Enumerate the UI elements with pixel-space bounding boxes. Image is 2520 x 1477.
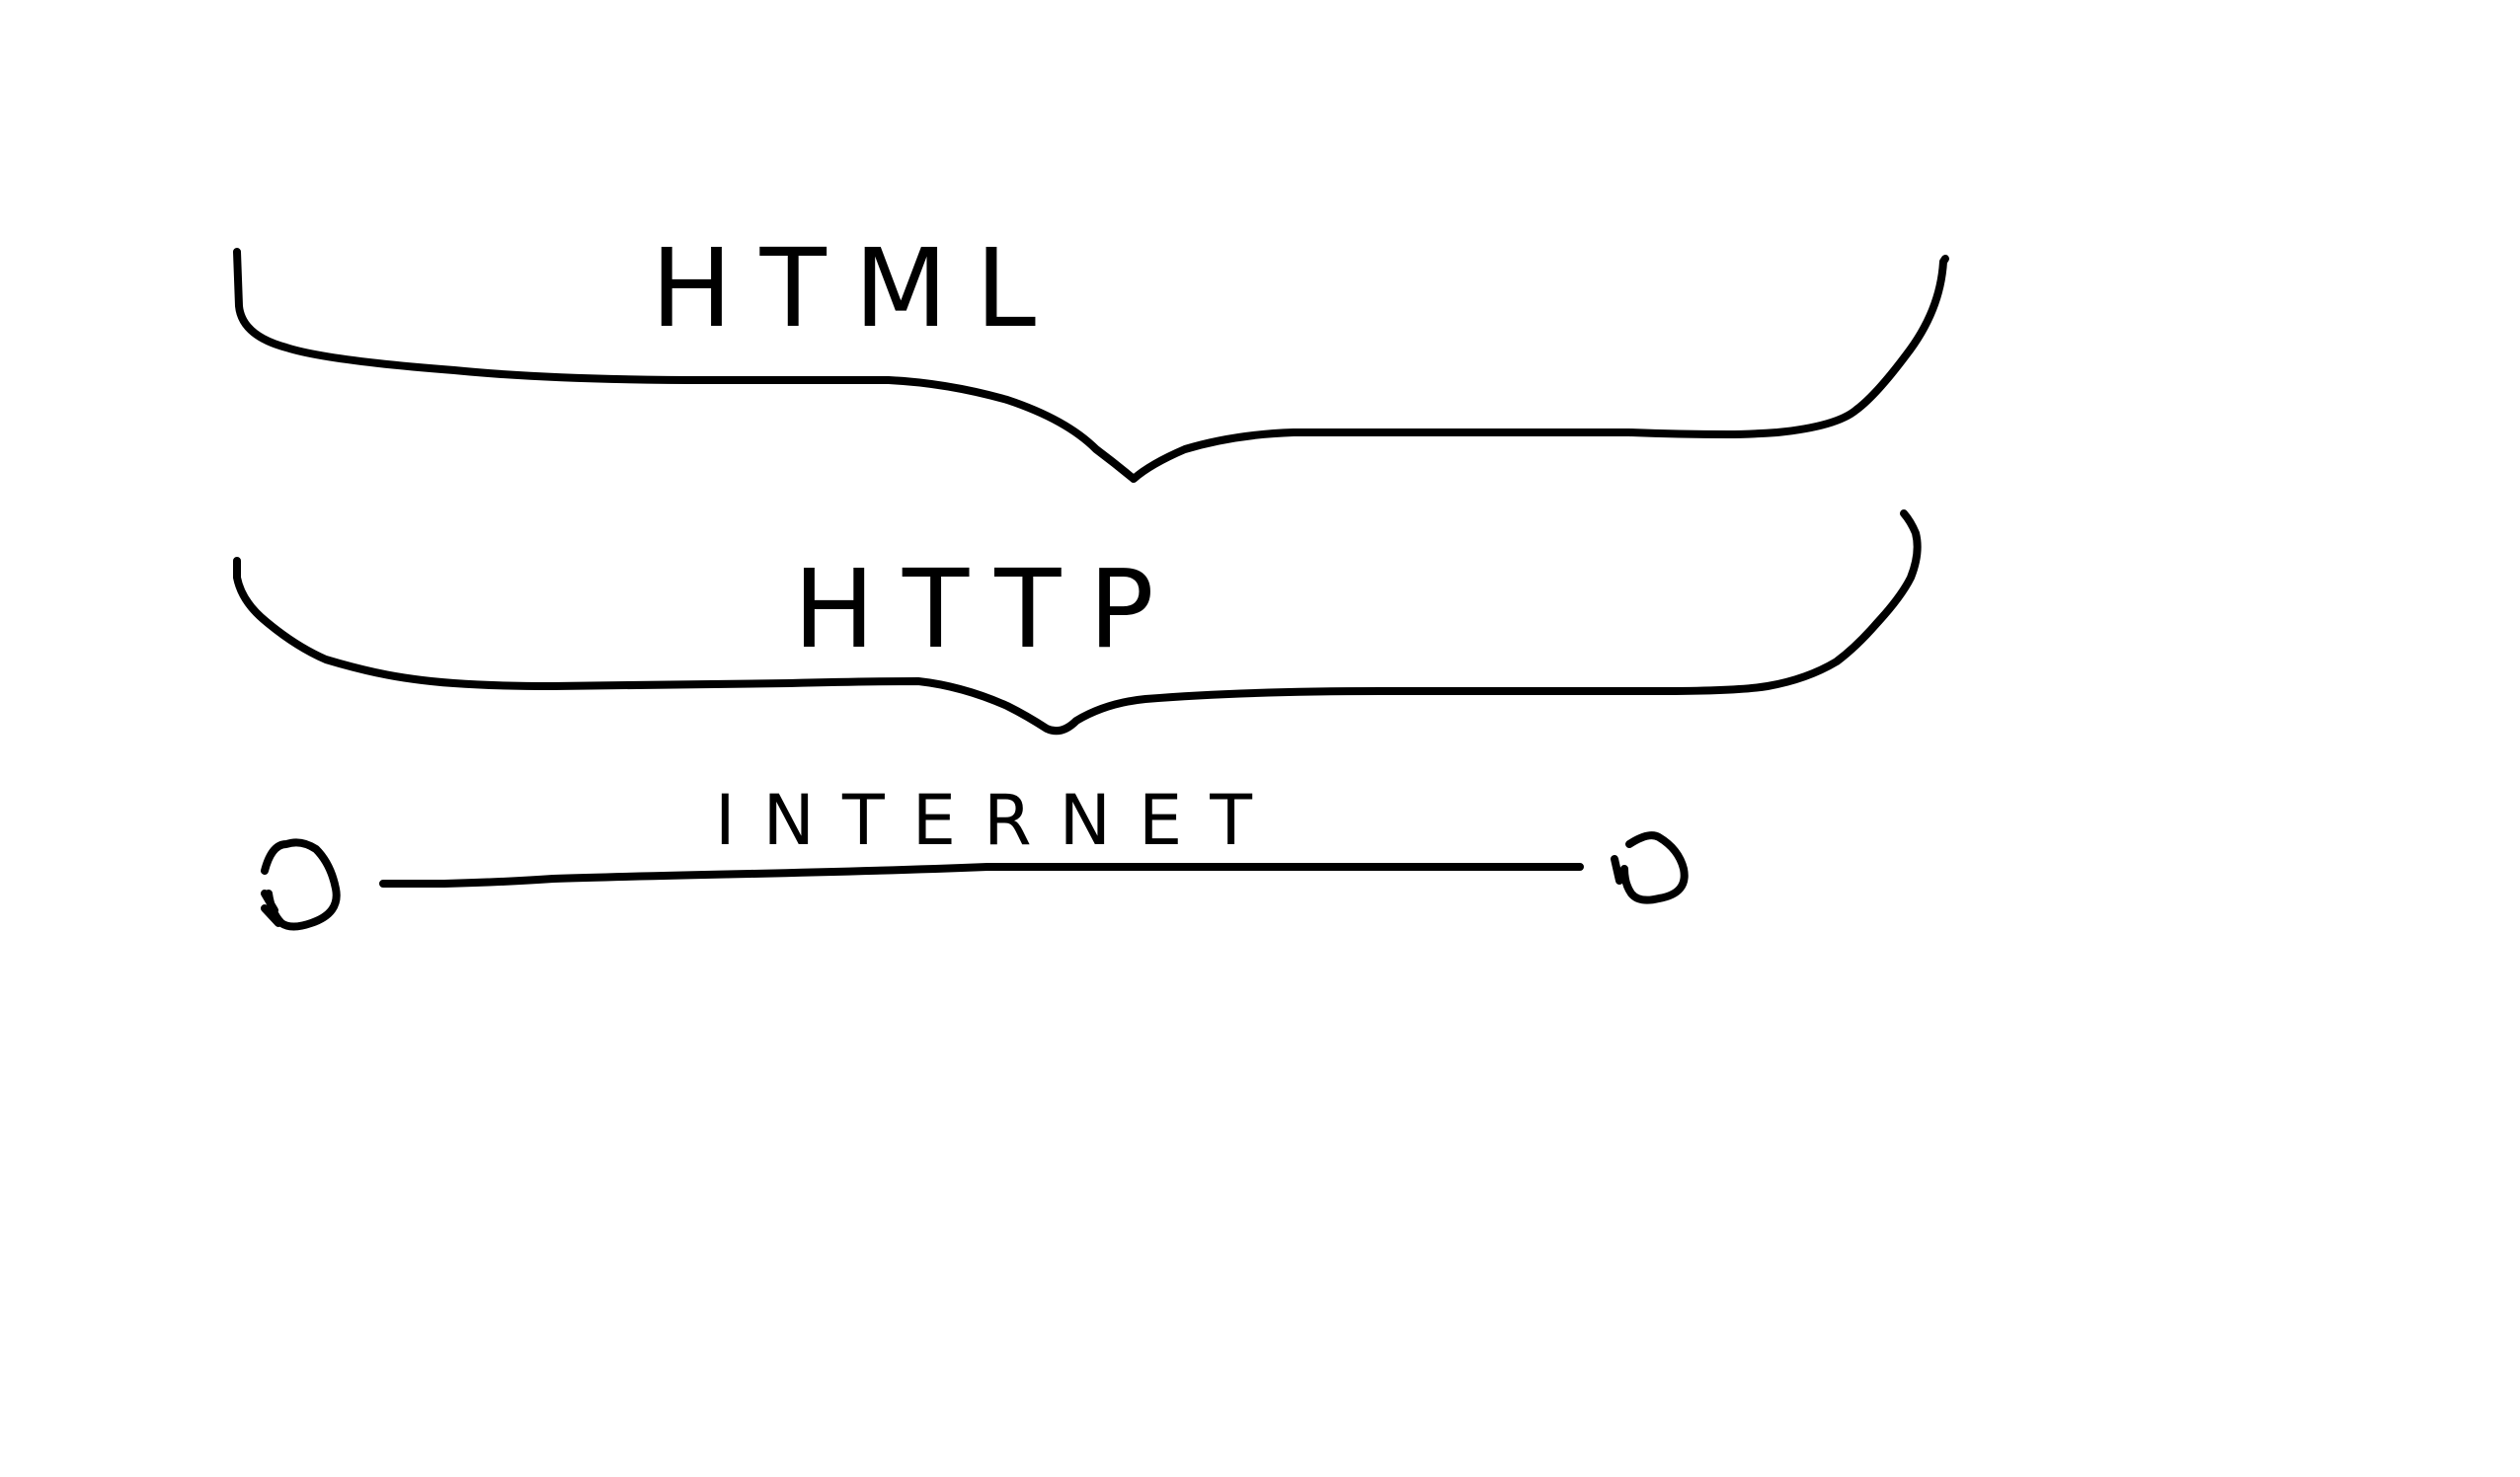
layer-http: HTTP [233, 509, 1922, 736]
layer-html-label: HTML [651, 225, 1063, 351]
layer-http-label: HTTP [793, 546, 1182, 672]
http-brace [233, 509, 1922, 736]
layer-internet: INTERNET [261, 780, 1689, 931]
layer-internet-label: INTERNET [715, 780, 1280, 861]
html-brace [233, 248, 1949, 483]
internet-cable-line [379, 863, 1584, 888]
right-plug-icon [1611, 831, 1689, 904]
layer-html: HTML [233, 225, 1949, 483]
left-plug-icon [261, 838, 341, 931]
